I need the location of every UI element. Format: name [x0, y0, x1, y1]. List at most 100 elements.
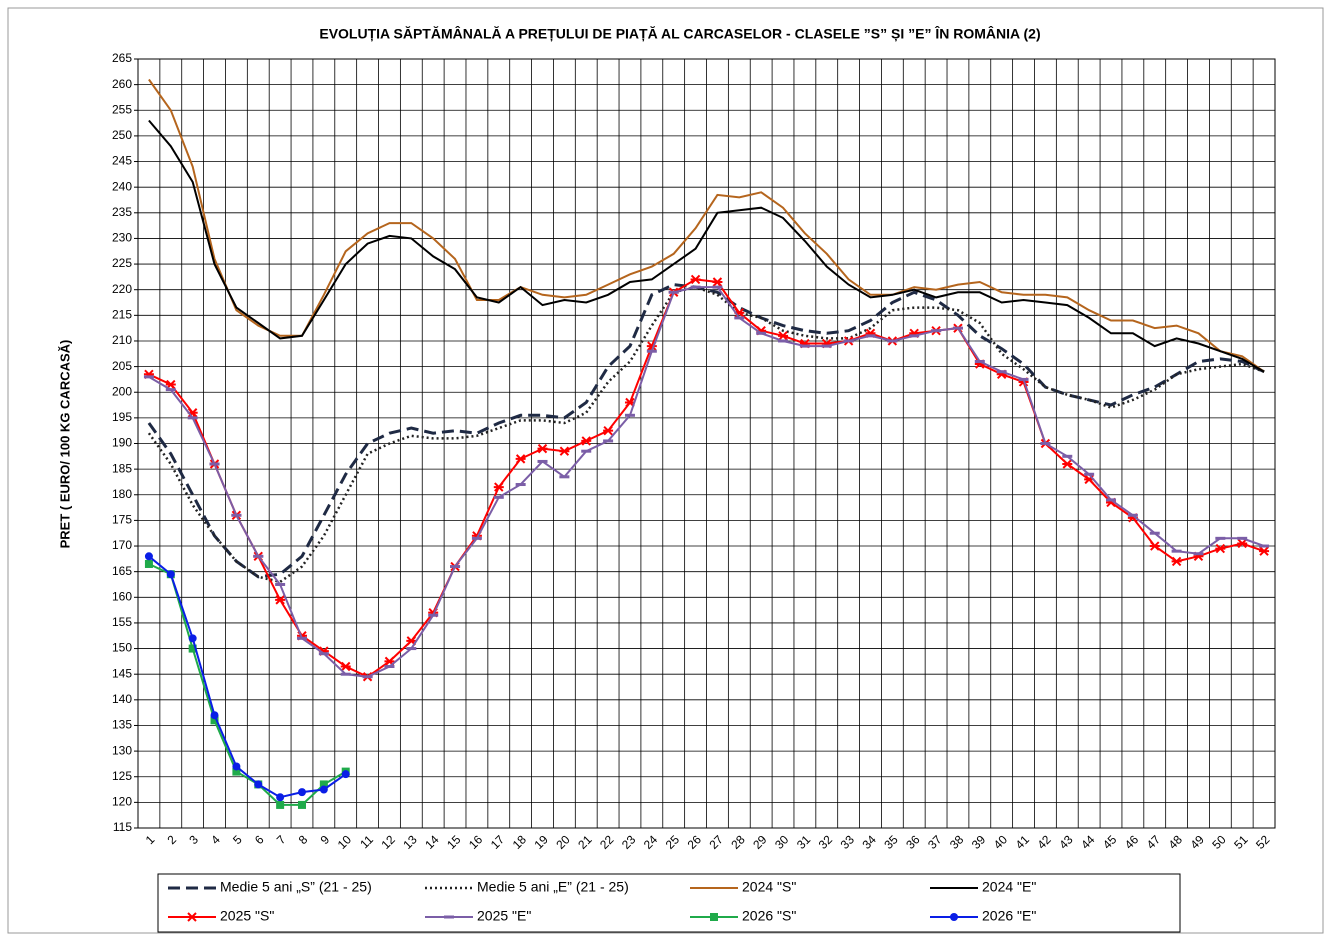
marker — [187, 416, 198, 420]
y-axis-label: PRET ( EURO/ 100 KG CARCASĂ) — [57, 340, 72, 549]
marker — [1259, 546, 1270, 556]
marker — [756, 331, 767, 335]
marker — [734, 316, 745, 320]
y-tick-label: 190 — [112, 436, 132, 450]
marker — [668, 290, 679, 294]
marker — [821, 344, 832, 348]
x-tick-label: 46 — [1122, 832, 1142, 852]
marker — [1149, 541, 1160, 551]
marker — [296, 636, 307, 640]
marker — [444, 915, 454, 919]
marker — [165, 388, 176, 392]
x-tick-label: 40 — [991, 832, 1011, 852]
x-tick-label: 2 — [165, 832, 180, 847]
x-tick-label: 9 — [318, 832, 333, 847]
marker — [974, 359, 985, 363]
marker — [276, 800, 285, 809]
marker — [428, 613, 439, 617]
series-line — [148, 78, 1265, 373]
x-tick-label: 49 — [1187, 832, 1207, 852]
marker — [515, 483, 526, 487]
y-tick-label: 235 — [112, 205, 132, 219]
marker — [1171, 549, 1182, 553]
y-tick-label: 260 — [112, 77, 132, 91]
y-tick-label: 170 — [112, 538, 132, 552]
marker — [799, 344, 810, 348]
marker — [493, 482, 504, 492]
y-tick-label: 240 — [112, 179, 132, 193]
marker — [778, 339, 789, 343]
x-tick-label: 7 — [274, 832, 289, 847]
legend-label: 2026 "S" — [742, 908, 796, 924]
marker — [297, 788, 306, 797]
marker — [144, 552, 153, 561]
marker — [1237, 538, 1248, 549]
x-tick-label: 47 — [1144, 832, 1164, 852]
frame — [7, 7, 1324, 934]
legend-label: 2024 "E" — [982, 879, 1036, 895]
x-tick-label: 28 — [728, 832, 748, 852]
y-tick-label: 255 — [112, 102, 132, 116]
y-tick-label: 165 — [112, 564, 132, 578]
series-line — [148, 555, 347, 799]
x-tick-label: 17 — [488, 832, 508, 852]
marker — [1040, 442, 1051, 445]
y-tick-label: 230 — [112, 231, 132, 245]
legend-label: 2025 "E" — [477, 908, 531, 924]
y-tick-label: 220 — [112, 282, 132, 296]
x-tick-label: 43 — [1056, 832, 1076, 852]
y-tick-label: 130 — [112, 743, 132, 757]
x-tick-label: 26 — [685, 832, 705, 852]
y-tick-label: 215 — [112, 308, 132, 322]
marker — [384, 665, 395, 669]
x-tick-label: 33 — [838, 832, 858, 852]
marker — [143, 375, 154, 379]
y-tick-label: 180 — [112, 487, 132, 501]
marker — [253, 554, 264, 558]
marker — [1215, 543, 1226, 554]
x-tick-label: 23 — [619, 832, 639, 852]
marker — [950, 913, 958, 921]
marker — [187, 912, 197, 922]
x-tick-label: 19 — [532, 832, 552, 852]
y-tick-label: 210 — [112, 333, 132, 347]
marker — [624, 413, 635, 417]
x-tick-label: 3 — [186, 832, 201, 847]
marker — [865, 334, 876, 338]
marker — [1062, 459, 1073, 469]
marker — [646, 349, 657, 353]
marker — [340, 661, 351, 672]
marker — [406, 647, 417, 651]
x-tick-label: 27 — [706, 832, 726, 852]
marker — [843, 339, 854, 343]
x-tick-label: 31 — [794, 832, 814, 852]
series-line — [148, 563, 347, 806]
x-tick-label: 16 — [466, 832, 486, 852]
x-tick-label: 22 — [597, 832, 617, 852]
series-line — [147, 283, 1265, 579]
marker — [276, 793, 285, 802]
marker — [1149, 531, 1160, 535]
legend-label: 2025 "S" — [220, 908, 274, 924]
x-tick-label: 4 — [208, 832, 223, 847]
x-tick-label: 37 — [925, 832, 945, 852]
x-tick-label: 8 — [296, 832, 311, 847]
marker — [232, 762, 241, 771]
marker — [188, 634, 197, 643]
marker — [471, 536, 482, 540]
y-tick-label: 155 — [112, 615, 132, 629]
x-tick-label: 20 — [553, 832, 573, 852]
y-tick-label: 225 — [112, 256, 132, 270]
marker — [232, 767, 241, 776]
y-tick-label: 140 — [112, 692, 132, 706]
marker — [909, 334, 920, 338]
y-tick-label: 200 — [112, 384, 132, 398]
x-tick-label: 10 — [335, 832, 355, 852]
marker — [210, 716, 219, 725]
marker — [1171, 556, 1182, 567]
marker — [712, 277, 723, 287]
marker — [210, 711, 219, 720]
x-tick-label: 29 — [750, 832, 770, 852]
y-tick-label: 145 — [112, 666, 132, 680]
